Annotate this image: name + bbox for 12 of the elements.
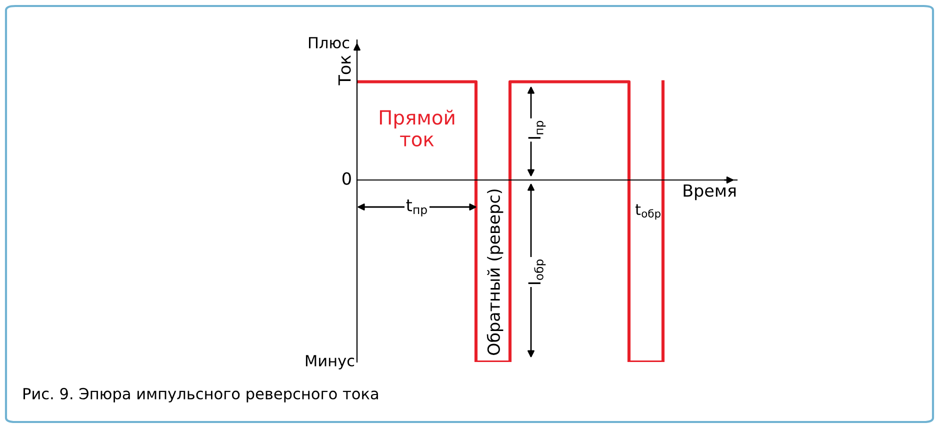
annotation: Минус xyxy=(306,355,354,370)
annotation: t$_{обр}$ xyxy=(635,204,660,220)
annotation: t$_{пр}$ xyxy=(406,200,427,216)
annotation: 0 xyxy=(342,172,351,185)
annotation: I$_{пр}$ xyxy=(528,120,546,139)
text: Плюс xyxy=(308,37,350,48)
x-axis-title: Время xyxy=(684,184,736,200)
annotation: Обратный (реверс) xyxy=(486,190,504,355)
text: Рис. 9. Эпюра импульсного реверсного тока xyxy=(24,388,378,402)
y-axis-title: Ток xyxy=(338,55,351,86)
annotation: I$_{обр}$ xyxy=(528,259,546,284)
annotation: Прямой ток xyxy=(380,110,454,147)
